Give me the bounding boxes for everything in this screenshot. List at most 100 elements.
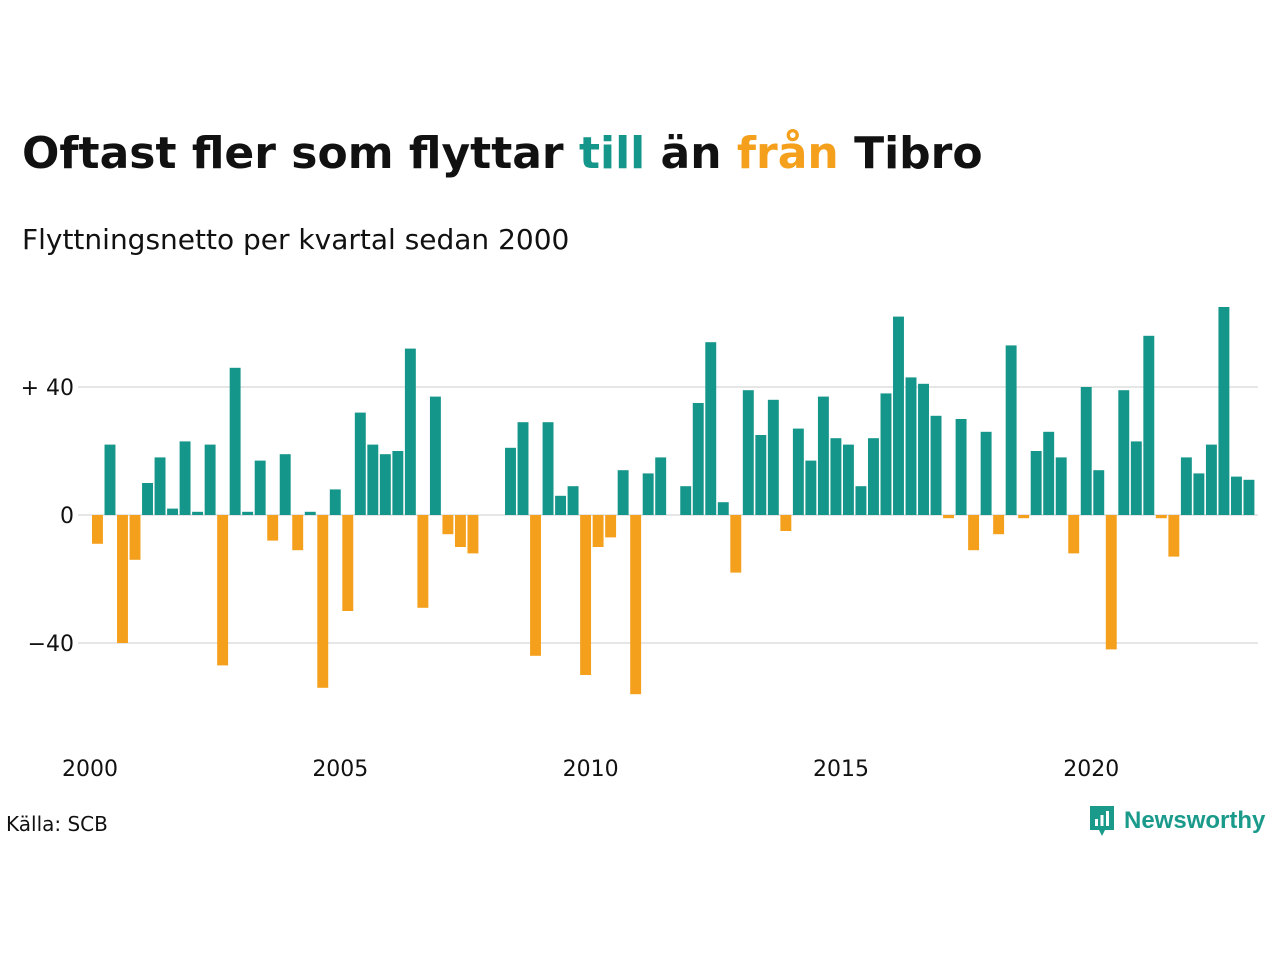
bar — [1043, 431, 1055, 515]
bar — [429, 396, 441, 515]
bar — [292, 515, 304, 551]
bar — [842, 444, 854, 515]
bar — [242, 511, 254, 515]
title-part-2: än — [645, 128, 737, 179]
bar — [304, 511, 316, 515]
bar — [367, 444, 379, 515]
bar — [1218, 307, 1230, 515]
bar — [680, 486, 692, 515]
bar — [142, 483, 153, 515]
bar — [254, 460, 266, 515]
bar — [192, 511, 204, 515]
bar — [1155, 515, 1167, 519]
bar — [742, 390, 754, 515]
bar — [930, 415, 942, 515]
bar — [605, 515, 617, 538]
bar — [342, 515, 354, 611]
bar — [817, 396, 829, 515]
bar — [1230, 476, 1242, 515]
bar — [392, 451, 404, 515]
title-fran: från — [736, 128, 839, 179]
bar — [204, 444, 216, 515]
bar — [542, 422, 554, 515]
newsworthy-chart-bubble-icon — [1090, 806, 1114, 836]
bar — [517, 422, 529, 515]
bar — [893, 316, 904, 515]
bar — [229, 367, 241, 515]
bar — [1093, 470, 1105, 515]
bar — [918, 383, 929, 515]
bar — [1168, 515, 1180, 557]
bar — [317, 515, 329, 688]
page-title: Oftast fler som flyttar till än från Tib… — [22, 132, 983, 176]
y-tick-layer: + 40 0 −40 — [21, 376, 74, 657]
bar — [868, 438, 879, 515]
bar — [1068, 515, 1080, 554]
title-till: till — [578, 128, 646, 179]
title-part-1: Oftast fler som flyttar — [22, 128, 579, 179]
bar — [943, 515, 955, 519]
x-tick-label: 2005 — [312, 757, 368, 782]
bar — [92, 515, 103, 544]
bar — [1105, 515, 1117, 650]
newsworthy-logo: Newsworthy — [1088, 804, 1265, 838]
bar — [955, 419, 967, 515]
bar — [404, 348, 416, 515]
y-tick-label: −40 — [28, 632, 74, 657]
bar — [567, 486, 579, 515]
bar — [1080, 387, 1092, 515]
bar — [617, 470, 629, 515]
bar — [705, 342, 717, 515]
bar — [1193, 473, 1205, 515]
bar — [530, 515, 541, 656]
bar — [454, 515, 466, 547]
bar — [830, 438, 842, 515]
bar — [655, 457, 667, 515]
bar — [755, 435, 767, 515]
bar — [780, 515, 792, 531]
bar — [968, 515, 980, 551]
bar — [792, 428, 804, 515]
bar — [167, 508, 179, 515]
bar — [467, 515, 479, 554]
bar — [442, 515, 454, 535]
x-tick-label: 2020 — [1063, 757, 1119, 782]
bar — [279, 454, 291, 515]
bar — [379, 454, 391, 515]
bar — [993, 515, 1005, 535]
y-tick-label: 0 — [60, 504, 74, 529]
bar — [730, 515, 742, 573]
bar — [217, 515, 229, 666]
bar — [980, 431, 992, 515]
bar — [179, 441, 191, 515]
bar — [1130, 441, 1142, 515]
bar — [630, 515, 642, 695]
bar — [1118, 390, 1130, 515]
source-note: Källa: SCB — [6, 812, 108, 836]
bar — [767, 399, 779, 515]
bar — [417, 515, 429, 608]
bar — [880, 393, 892, 515]
bar — [805, 460, 817, 515]
bar — [717, 502, 729, 515]
bar — [592, 515, 604, 547]
bar — [117, 515, 128, 643]
title-part-3: Tibro — [838, 128, 983, 179]
logo-text: Newsworthy — [1124, 807, 1266, 834]
bar — [129, 515, 141, 560]
x-tick-label: 2000 — [62, 757, 118, 782]
bar — [354, 412, 366, 515]
bar — [1018, 515, 1030, 519]
bar — [329, 489, 341, 515]
y-tick-label: + 40 — [21, 376, 74, 401]
bar — [642, 473, 654, 515]
x-tick-label: 2010 — [563, 757, 619, 782]
x-tick-layer: 2000 2005 2010 2015 2020 — [62, 757, 1119, 782]
bar — [855, 486, 867, 515]
bar — [1243, 479, 1255, 515]
bar — [555, 495, 567, 515]
bar — [692, 403, 704, 515]
bar — [1030, 451, 1042, 515]
page-subtitle: Flyttningsnetto per kvartal sedan 2000 — [22, 223, 570, 256]
x-tick-label: 2015 — [813, 757, 869, 782]
